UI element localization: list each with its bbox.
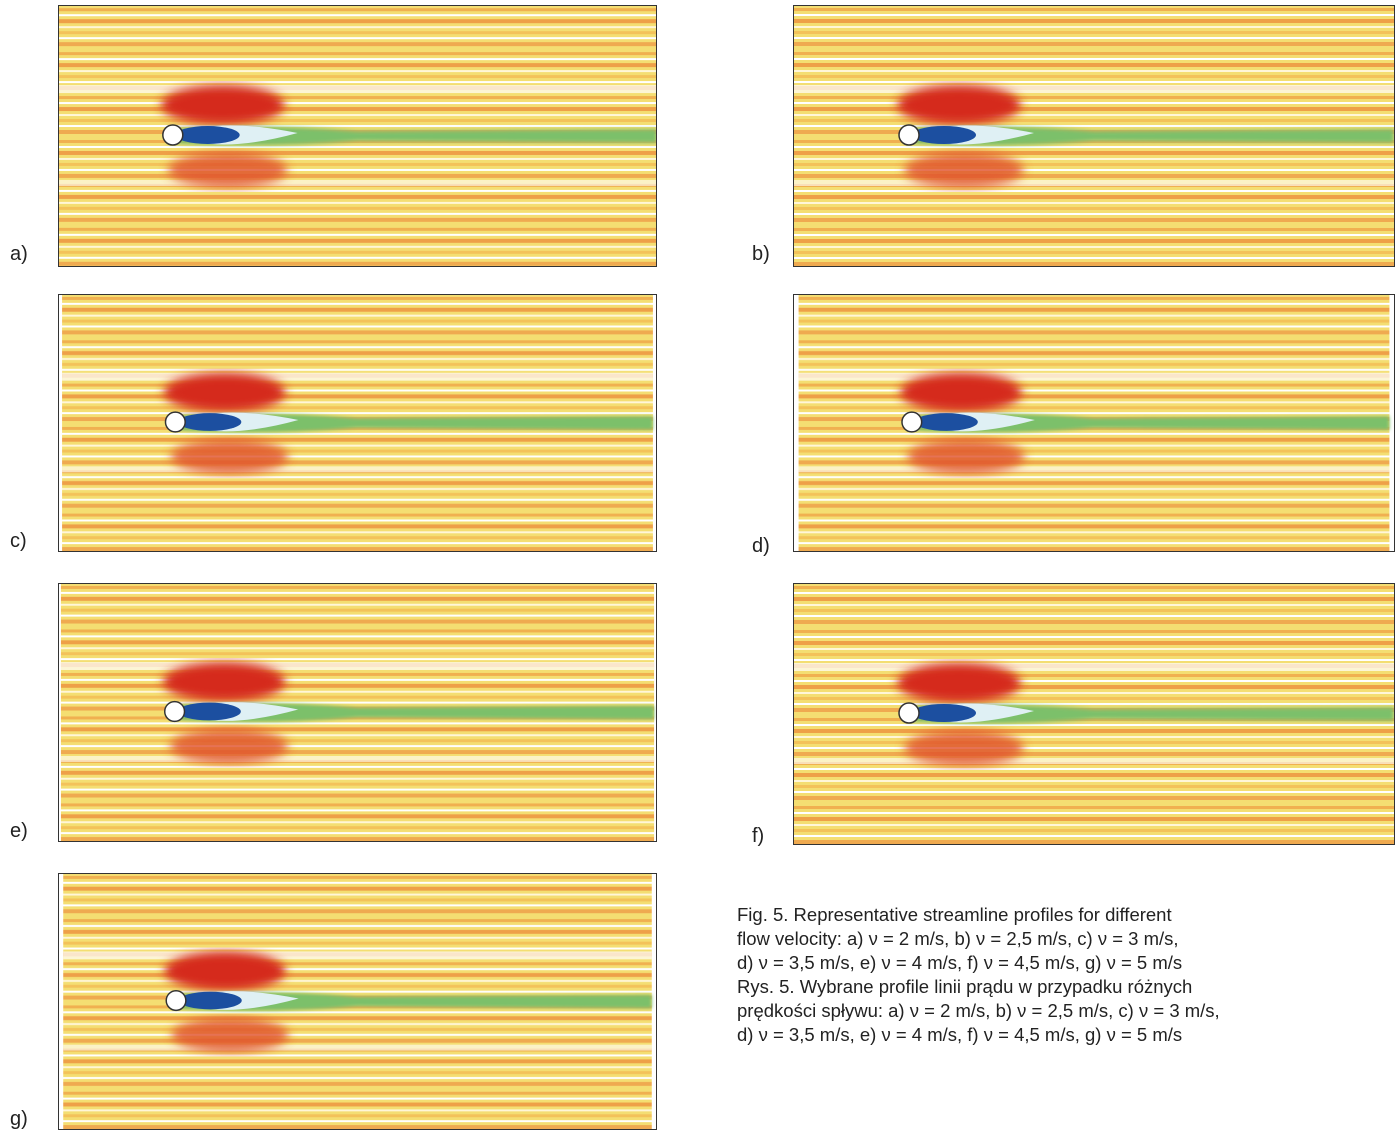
panel-label: b) bbox=[752, 243, 770, 265]
panel-label: g) bbox=[10, 1108, 28, 1130]
caption-line: flow velocity: a) ν = 2 m/s, b) ν = 2,5 … bbox=[737, 928, 1179, 949]
flow-image bbox=[58, 873, 657, 1130]
caption-line: d) ν = 3,5 m/s, e) ν = 4 m/s, f) ν = 4,5… bbox=[737, 952, 1183, 973]
caption-line: d) ν = 3,5 m/s, e) ν = 4 m/s, f) ν = 4,5… bbox=[737, 1024, 1183, 1045]
panel-label: f) bbox=[752, 825, 765, 847]
caption: Fig. 5. Representative streamline profil… bbox=[737, 903, 1220, 1047]
panel-label: e) bbox=[10, 820, 28, 842]
caption-line: Rys. 5. Wybrane profile linii prądu w pr… bbox=[737, 976, 1193, 997]
panel-label: d) bbox=[752, 535, 770, 557]
caption-line: Fig. 5. Representative streamline profil… bbox=[737, 904, 1172, 925]
caption-line: prędkości spływu: a) ν = 2 m/s, b) ν = 2… bbox=[737, 1000, 1220, 1021]
panel-label: c) bbox=[10, 530, 27, 552]
flow-image bbox=[793, 294, 1395, 552]
flow-image bbox=[793, 583, 1395, 845]
flow-image bbox=[58, 5, 657, 267]
flow-image bbox=[58, 294, 657, 552]
flow-image bbox=[793, 5, 1395, 267]
panel-label: a) bbox=[10, 243, 28, 265]
flow-image bbox=[58, 583, 657, 842]
